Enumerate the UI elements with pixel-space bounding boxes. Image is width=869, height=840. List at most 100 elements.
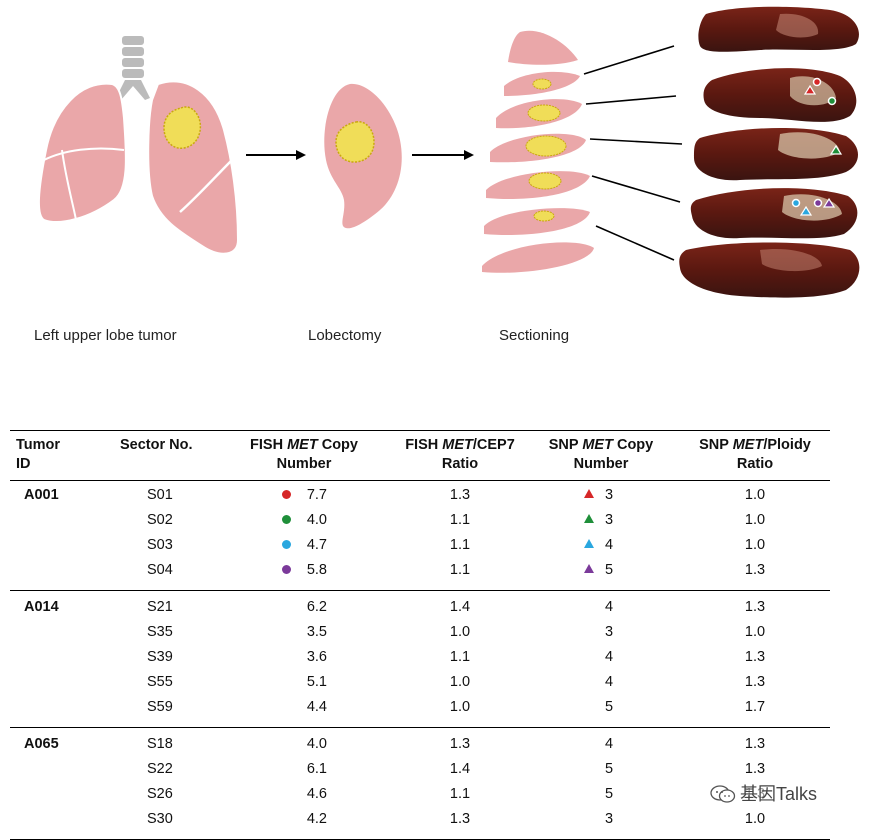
fish-ratio-value: 1.4	[449, 761, 471, 777]
fish-copy-value: 3.6	[306, 649, 327, 665]
arrow-right-icon	[246, 150, 306, 160]
snp-ratio-value: 1.3	[744, 649, 766, 665]
watermark-text: 基因Talks	[740, 784, 818, 804]
caption-lobectomy: Lobectomy	[308, 327, 382, 344]
sectioned-slices	[482, 30, 594, 273]
snp-copy-value: 3	[604, 487, 614, 503]
fish-copy-cell: 5.8	[282, 561, 362, 579]
snp-copy-value: 5	[604, 562, 614, 578]
fish-copy-value: 4.6	[306, 786, 327, 802]
marker-s03-triangle	[799, 205, 813, 216]
sector-no: S39	[147, 649, 173, 665]
workflow-figure	[37, 6, 860, 298]
fish-copy-cell: 3.6	[282, 648, 362, 666]
table-top-rule	[10, 430, 830, 431]
fish-ratio-value: 1.3	[449, 487, 471, 503]
snp-copy-value: 4	[604, 649, 614, 665]
fish-ratio-value: 1.1	[449, 562, 471, 578]
snp-ratio-value: 1.0	[744, 624, 766, 640]
sector-no: S22	[147, 761, 173, 777]
marker-s01-circle	[812, 77, 822, 87]
fish-ratio-value: 1.0	[449, 674, 471, 690]
connector-lines	[583, 45, 683, 261]
tumor-icon	[163, 106, 202, 149]
fish-copy-value: 4.2	[306, 811, 327, 827]
snp-ratio-value: 1.3	[744, 599, 766, 615]
snp-copy-cell: 4	[584, 648, 644, 666]
snp-copy-cell: 4	[584, 598, 644, 616]
sector-no: S01	[147, 487, 173, 503]
snp-copy-cell: 5	[584, 561, 644, 579]
circle-marker-icon	[282, 515, 291, 524]
snp-copy-value: 3	[604, 811, 614, 827]
fish-copy-value: 4.7	[306, 537, 327, 553]
snp-ratio-value: 1.0	[744, 537, 766, 553]
sector-no: S04	[147, 562, 173, 578]
tissue-photos	[679, 6, 860, 298]
snp-ratio-value: 1.7	[744, 699, 766, 715]
snp-copy-value: 4	[604, 599, 614, 615]
snp-copy-value: 5	[604, 699, 614, 715]
triangle-marker-icon	[584, 489, 594, 498]
header-snp-ratio: SNP MET/Ploidy Ratio	[699, 437, 811, 472]
sector-no: S21	[147, 599, 173, 615]
fish-copy-cell: 6.2	[282, 598, 362, 616]
sector-no: S59	[147, 699, 173, 715]
tumor-id: A065	[24, 736, 59, 752]
snp-copy-cell: 3	[584, 511, 644, 529]
snp-ratio-value: 1.0	[744, 487, 766, 503]
circle-marker-icon	[282, 490, 291, 499]
marker-s03-circle	[791, 198, 801, 208]
snp-copy-value: 4	[604, 736, 614, 752]
snp-copy-cell: 5	[584, 698, 644, 716]
snp-copy-cell: 4	[584, 536, 644, 554]
fish-copy-value: 4.0	[306, 736, 327, 752]
sector-no: S02	[147, 512, 173, 528]
fish-copy-cell: 3.5	[282, 623, 362, 641]
fish-copy-value: 4.4	[306, 699, 327, 715]
fish-ratio-value: 1.1	[449, 649, 471, 665]
fish-copy-cell: 4.0	[282, 735, 362, 753]
fish-ratio-value: 1.0	[449, 699, 471, 715]
fish-copy-value: 4.0	[306, 512, 327, 528]
lobe-icon	[324, 83, 402, 229]
fish-copy-value: 6.2	[306, 599, 327, 615]
snp-ratio-value: 1.0	[744, 811, 766, 827]
fish-ratio-value: 1.1	[449, 786, 471, 802]
fish-copy-value: 7.7	[306, 487, 327, 503]
fish-copy-cell: 4.7	[282, 536, 362, 554]
triangle-marker-icon	[584, 514, 594, 523]
snp-ratio-value: 1.3	[744, 674, 766, 690]
sector-no: S30	[147, 811, 173, 827]
tumor-id: A001	[24, 487, 59, 503]
snp-copy-cell: 3	[584, 486, 644, 504]
sector-no: S18	[147, 736, 173, 752]
fish-ratio-value: 1.1	[449, 512, 471, 528]
fish-copy-cell: 4.6	[282, 785, 362, 803]
snp-ratio-value: 1.3	[744, 562, 766, 578]
fish-copy-cell: 6.1	[282, 760, 362, 778]
snp-copy-value: 4	[604, 674, 614, 690]
snp-copy-cell: 4	[584, 673, 644, 691]
snp-copy-value: 5	[604, 786, 614, 802]
snp-ratio-value: 1.0	[744, 512, 766, 528]
header-rule	[10, 480, 830, 481]
caption-sectioning: Sectioning	[499, 327, 570, 344]
snp-ratio-value: 1.3	[744, 736, 766, 752]
fish-ratio-value: 1.0	[449, 624, 471, 640]
snp-copy-cell: 3	[584, 623, 644, 641]
sector-no: S26	[147, 786, 173, 802]
sector-no: S35	[147, 624, 173, 640]
group-rule	[10, 590, 830, 591]
group-rule	[10, 727, 830, 728]
watermark: 基因Talks	[708, 780, 820, 806]
snp-copy-value: 4	[604, 537, 614, 553]
fish-copy-cell: 4.2	[282, 810, 362, 828]
header-tumor-id: Tumor ID	[16, 437, 61, 472]
circle-marker-icon	[282, 565, 291, 574]
header-fish-copy: FISH MET Copy Number	[250, 437, 358, 472]
header-fish-ratio: FISH MET/CEP7 Ratio	[405, 437, 515, 472]
fish-copy-cell: 4.0	[282, 511, 362, 529]
snp-copy-cell: 3	[584, 810, 644, 828]
fish-ratio-value: 1.3	[449, 811, 471, 827]
